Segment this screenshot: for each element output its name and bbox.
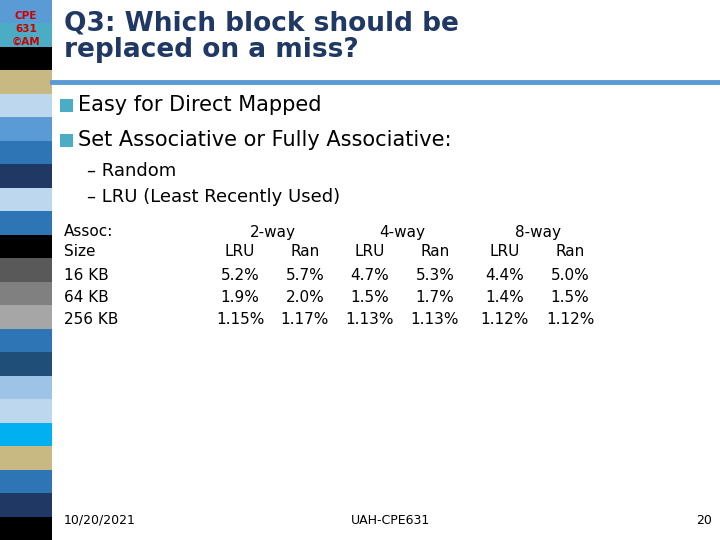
Text: 4-way: 4-way — [379, 225, 426, 240]
Text: 1.5%: 1.5% — [551, 289, 590, 305]
Bar — [0, 211, 52, 235]
Text: Size: Size — [64, 245, 96, 260]
Text: Set Associative or Fully Associative:: Set Associative or Fully Associative: — [78, 130, 451, 150]
Text: 5.2%: 5.2% — [220, 267, 259, 282]
Text: replaced on a miss?: replaced on a miss? — [64, 37, 359, 63]
Text: 256 KB: 256 KB — [64, 313, 118, 327]
Bar — [0, 329, 52, 352]
Text: Easy for Direct Mapped: Easy for Direct Mapped — [78, 95, 322, 115]
Text: Ran: Ran — [290, 245, 320, 260]
Bar — [0, 0, 52, 23]
Bar — [0, 94, 52, 117]
Bar — [0, 47, 52, 70]
Text: 8-way: 8-way — [515, 225, 560, 240]
Bar — [0, 188, 52, 211]
Text: – LRU (Least Recently Used): – LRU (Least Recently Used) — [87, 188, 340, 206]
Text: 16 KB: 16 KB — [64, 267, 109, 282]
Text: 5.3%: 5.3% — [415, 267, 454, 282]
Text: 1.15%: 1.15% — [216, 313, 264, 327]
Text: 2-way: 2-way — [250, 225, 295, 240]
Text: Assoc:: Assoc: — [64, 225, 113, 240]
Bar — [0, 258, 52, 282]
Text: UAH-CPE631: UAH-CPE631 — [351, 514, 430, 526]
Text: Q3: Which block should be: Q3: Which block should be — [64, 10, 459, 36]
Bar — [60, 133, 73, 146]
Text: 10/20/2021: 10/20/2021 — [64, 514, 136, 526]
Text: ©AM: ©AM — [12, 37, 40, 47]
Bar — [0, 305, 52, 329]
Text: CPE: CPE — [15, 11, 37, 21]
Text: 5.7%: 5.7% — [286, 267, 325, 282]
Bar — [0, 141, 52, 164]
Text: Ran: Ran — [555, 245, 585, 260]
Text: 1.7%: 1.7% — [415, 289, 454, 305]
Text: 2.0%: 2.0% — [286, 289, 325, 305]
Bar — [60, 98, 73, 111]
Bar — [0, 376, 52, 399]
Text: 1.17%: 1.17% — [281, 313, 329, 327]
Bar — [0, 23, 52, 47]
Text: 20: 20 — [696, 514, 712, 526]
Text: 631: 631 — [15, 24, 37, 34]
Bar — [0, 164, 52, 188]
Text: LRU: LRU — [490, 245, 520, 260]
Text: 1.12%: 1.12% — [546, 313, 594, 327]
Text: 1.13%: 1.13% — [410, 313, 459, 327]
Text: 1.9%: 1.9% — [220, 289, 259, 305]
Bar — [0, 517, 52, 540]
Bar — [0, 423, 52, 446]
Bar — [0, 399, 52, 423]
Bar — [0, 352, 52, 376]
Bar — [0, 446, 52, 470]
Text: 1.12%: 1.12% — [481, 313, 529, 327]
Bar — [0, 493, 52, 517]
Bar — [0, 470, 52, 493]
Bar — [0, 282, 52, 305]
Text: 4.4%: 4.4% — [485, 267, 524, 282]
Text: LRU: LRU — [225, 245, 255, 260]
Bar — [0, 235, 52, 258]
Text: 64 KB: 64 KB — [64, 289, 109, 305]
Text: 4.7%: 4.7% — [351, 267, 390, 282]
Text: 1.13%: 1.13% — [346, 313, 395, 327]
Text: 5.0%: 5.0% — [551, 267, 590, 282]
Bar — [0, 117, 52, 141]
Text: Ran: Ran — [420, 245, 449, 260]
Text: 1.5%: 1.5% — [351, 289, 390, 305]
Text: – Random: – Random — [87, 162, 176, 180]
Bar — [0, 70, 52, 94]
Text: 1.4%: 1.4% — [485, 289, 524, 305]
Text: LRU: LRU — [355, 245, 385, 260]
